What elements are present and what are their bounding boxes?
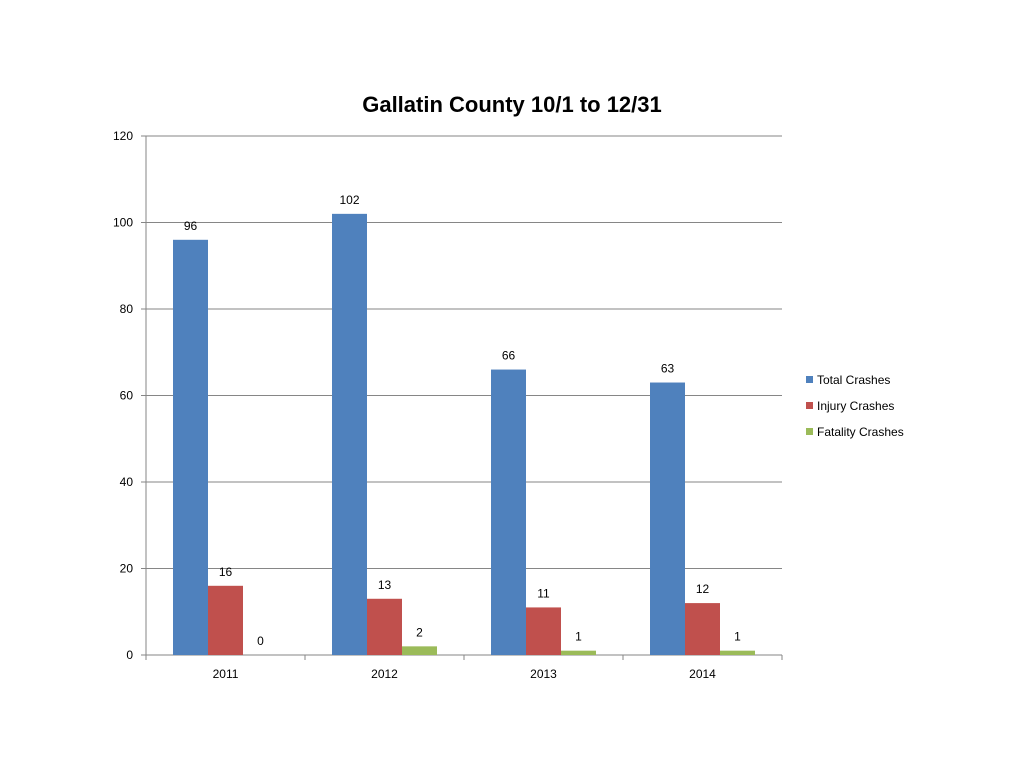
bar-total-crashes <box>332 213 367 655</box>
bar-total-crashes <box>491 369 526 655</box>
legend-label: Total Crashes <box>817 373 890 387</box>
bar-total-crashes <box>173 239 208 656</box>
bar-injury-crashes <box>685 603 720 655</box>
legend: Total Crashes Injury Crashes Fatality Cras… <box>806 373 904 439</box>
y-axis-ticks: 0 20 40 60 80 100 120 <box>113 129 146 662</box>
data-label: 2 <box>416 625 423 639</box>
legend-swatch <box>806 376 813 383</box>
data-label: 66 <box>502 349 516 363</box>
bar-injury-crashes <box>208 585 243 655</box>
y-tick-label: 100 <box>113 216 133 230</box>
data-label: 102 <box>339 193 359 207</box>
data-label: 1 <box>575 630 582 644</box>
data-label: 12 <box>696 582 710 596</box>
x-tick-label: 2012 <box>371 667 398 681</box>
x-tick-label: 2013 <box>530 667 557 681</box>
y-tick-label: 40 <box>120 475 134 489</box>
y-tick-label: 60 <box>120 389 134 403</box>
bar-fatality-crashes <box>561 650 596 655</box>
x-axis-ticks: 2011 2012 2013 2014 <box>145 655 783 681</box>
bar-total-crashes <box>650 382 685 655</box>
y-tick-label: 120 <box>113 129 133 143</box>
bar-injury-crashes <box>526 607 561 655</box>
data-label: 13 <box>378 578 392 592</box>
bar-fatality-crashes <box>720 650 755 655</box>
data-label: 63 <box>661 362 675 376</box>
data-label: 1 <box>734 630 741 644</box>
data-label: 11 <box>537 586 550 600</box>
x-tick-label: 2011 <box>213 667 239 681</box>
chart-title: Gallatin County 10/1 to 12/31 <box>362 92 662 117</box>
bar-injury-crashes <box>367 598 402 655</box>
data-label: 96 <box>184 219 198 233</box>
y-tick-label: 0 <box>126 648 133 662</box>
legend-swatch <box>806 402 813 409</box>
bar-fatality-crashes <box>402 646 437 655</box>
gridlines <box>146 135 782 656</box>
data-label: 16 <box>219 565 233 579</box>
y-tick-label: 20 <box>120 562 134 576</box>
x-tick-label: 2014 <box>689 667 716 681</box>
legend-label: Injury Crashes <box>817 399 894 413</box>
legend-label: Fatality Crashes <box>817 425 904 439</box>
bars <box>173 213 755 656</box>
data-label: 0 <box>257 634 264 648</box>
legend-swatch <box>806 428 813 435</box>
y-tick-label: 80 <box>120 302 134 316</box>
